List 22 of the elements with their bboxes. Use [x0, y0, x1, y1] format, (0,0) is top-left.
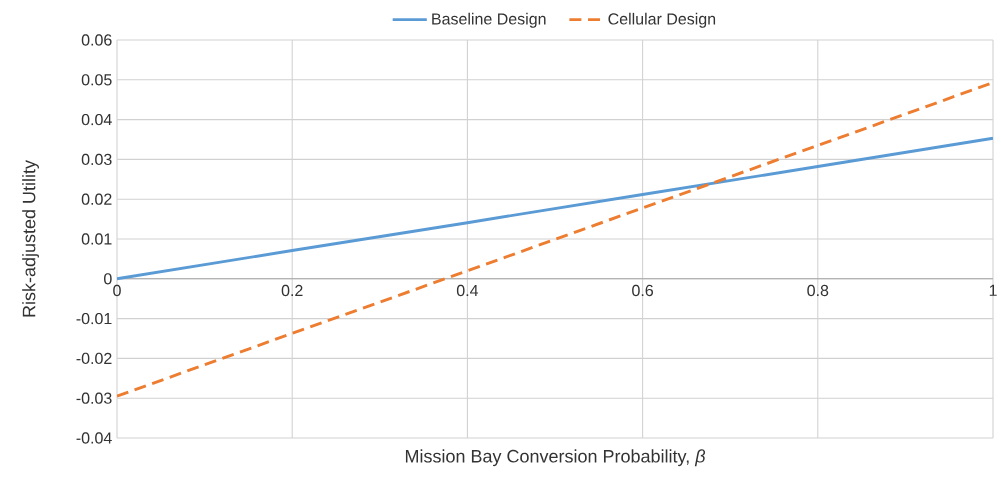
x-tick-label: 1 — [989, 284, 997, 296]
x-tick-label: 0.4 — [456, 284, 479, 297]
line-series — [117, 136, 993, 281]
x-tick-label: 0.8 — [807, 284, 829, 297]
y-tick-label: 0.04 — [81, 113, 112, 126]
y-tick-label: 0 — [104, 273, 112, 285]
y-axis-title: Risk-adjusted Utility — [22, 160, 39, 317]
x-tick-label: 0 — [113, 284, 121, 297]
y-tick-label: 0.01 — [81, 233, 112, 245]
x-axis-title: Mission Bay Conversion Probability, β — [405, 449, 706, 467]
y-tick-label: 0.02 — [81, 193, 112, 205]
y-tick-label: -0.01 — [76, 312, 112, 325]
y-tick-label: 0.06 — [81, 34, 112, 46]
y-tick-label: -0.02 — [76, 352, 112, 365]
y-tick-label: 0.03 — [81, 153, 112, 166]
x-tick-label: 0.2 — [281, 284, 303, 297]
y-tick-label: -0.03 — [76, 392, 112, 404]
x-tick-label: 0.6 — [632, 284, 654, 297]
legend-label: Baseline Design — [432, 12, 546, 28]
y-tick-label: 0.05 — [81, 74, 112, 86]
y-tick-label: -0.04 — [76, 432, 112, 444]
legend-label: Cellular Design — [608, 12, 716, 28]
